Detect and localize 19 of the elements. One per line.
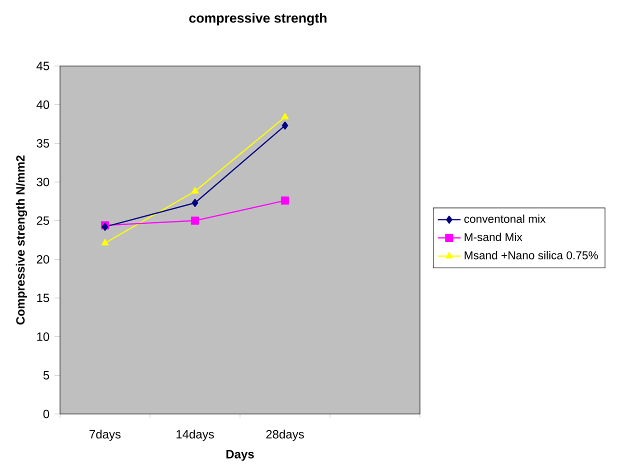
y-tick-label: 5 <box>43 371 50 380</box>
x-tick-label: 28days <box>266 430 304 441</box>
chart-title: compressive strength <box>189 12 326 26</box>
y-axis-title: Compressive strength N/mm2 <box>16 155 28 325</box>
x-axis-title: Days <box>226 450 254 461</box>
y-tick-label: 25 <box>36 216 50 225</box>
y-tick-label: 35 <box>36 139 50 148</box>
y-tick-label: 10 <box>37 332 50 341</box>
y-tick-label: 40 <box>36 100 50 109</box>
legend-label: conventonal mix <box>464 214 546 223</box>
legend-label: M-sand Mix <box>464 232 522 242</box>
x-tick-label: 14days <box>176 430 214 441</box>
y-tick-label: 15 <box>37 294 50 302</box>
y-tick-label: 0 <box>43 410 50 418</box>
x-tick-label: 7days <box>90 430 121 441</box>
y-tick-label: 30 <box>36 178 50 186</box>
y-tick-label: 45 <box>36 62 50 70</box>
y-tick-label: 20 <box>36 255 50 264</box>
legend-label: Msand +Nano silica 0.75% <box>464 251 598 260</box>
